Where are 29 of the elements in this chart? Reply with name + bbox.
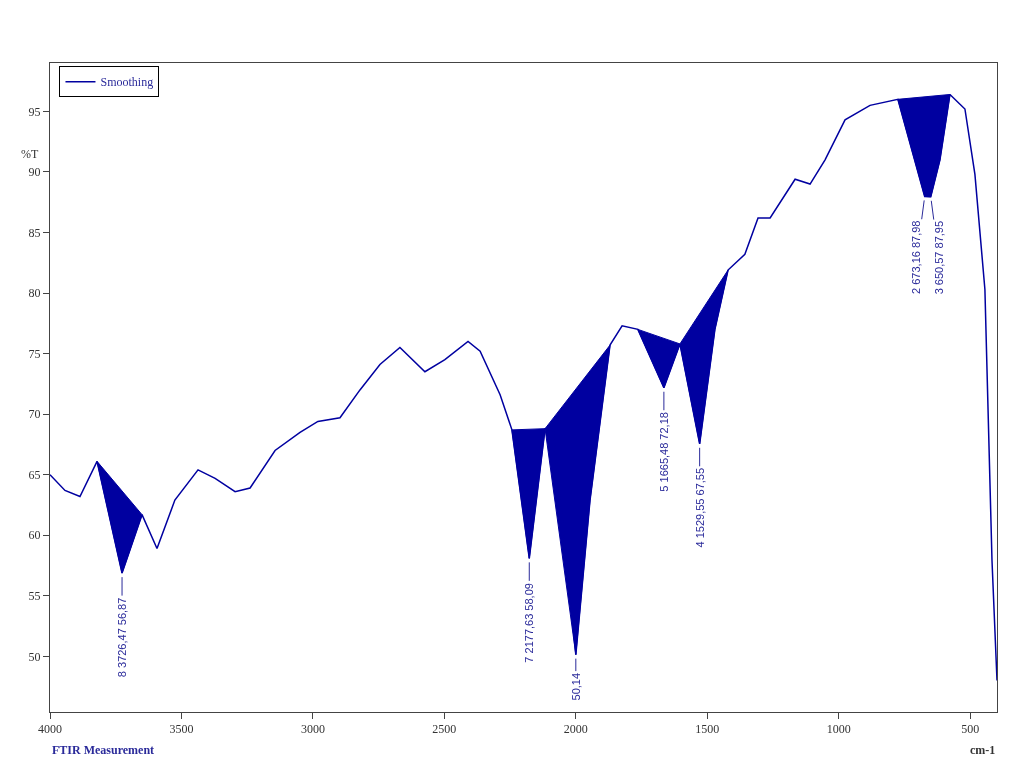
x-tick-label: 1000 [826,722,851,737]
y-tick-label: 90 [28,165,41,180]
x-tick-label: 4000 [38,722,62,737]
x-tick-label: 3500 [169,722,194,737]
x-axis-title: cm-1 [970,743,996,757]
annotation: 50,14 [570,672,583,701]
y-tick-label: 80 [28,286,41,301]
y-tick-label: 65 [28,467,41,482]
legend-label: Smoothing [100,75,154,90]
annotation: 2 673,16 87,98 [910,220,923,294]
annotation: 4 1529,55 67,55 [693,467,706,548]
annotation: 8 3726,47 56,87 [115,597,128,678]
y-tick-label: 50 [28,649,41,664]
y-tick-label: 55 [28,588,41,603]
annotation: 7 2177,63 58,09 [522,583,535,663]
annotation: 3 650,57 87,95 [933,220,946,295]
x-tick-label: 500 [961,722,980,737]
y-tick-label: 85 [28,225,41,240]
y-tick-label: 95 [28,104,41,119]
annotation: 5 1665,48 72,18 [658,412,671,492]
y-tick-label: 70 [28,407,41,422]
text: FTIR Measurement [52,743,155,757]
x-tick-label: 1500 [695,722,720,737]
y-tick-label: 60 [28,528,41,543]
x-tick-label: 3000 [300,722,325,737]
y-tick-label: 75 [28,346,41,361]
y-axis-title: %T [21,147,39,161]
x-tick-label: 2500 [432,722,457,737]
x-tick-label: 2000 [563,722,588,737]
